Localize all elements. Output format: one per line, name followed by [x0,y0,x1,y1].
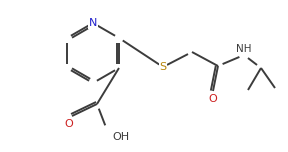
Text: NH: NH [236,44,252,54]
Text: S: S [160,62,166,72]
Text: O: O [65,119,73,129]
Text: OH: OH [112,132,129,142]
Text: O: O [209,94,217,104]
Text: N: N [89,18,97,28]
